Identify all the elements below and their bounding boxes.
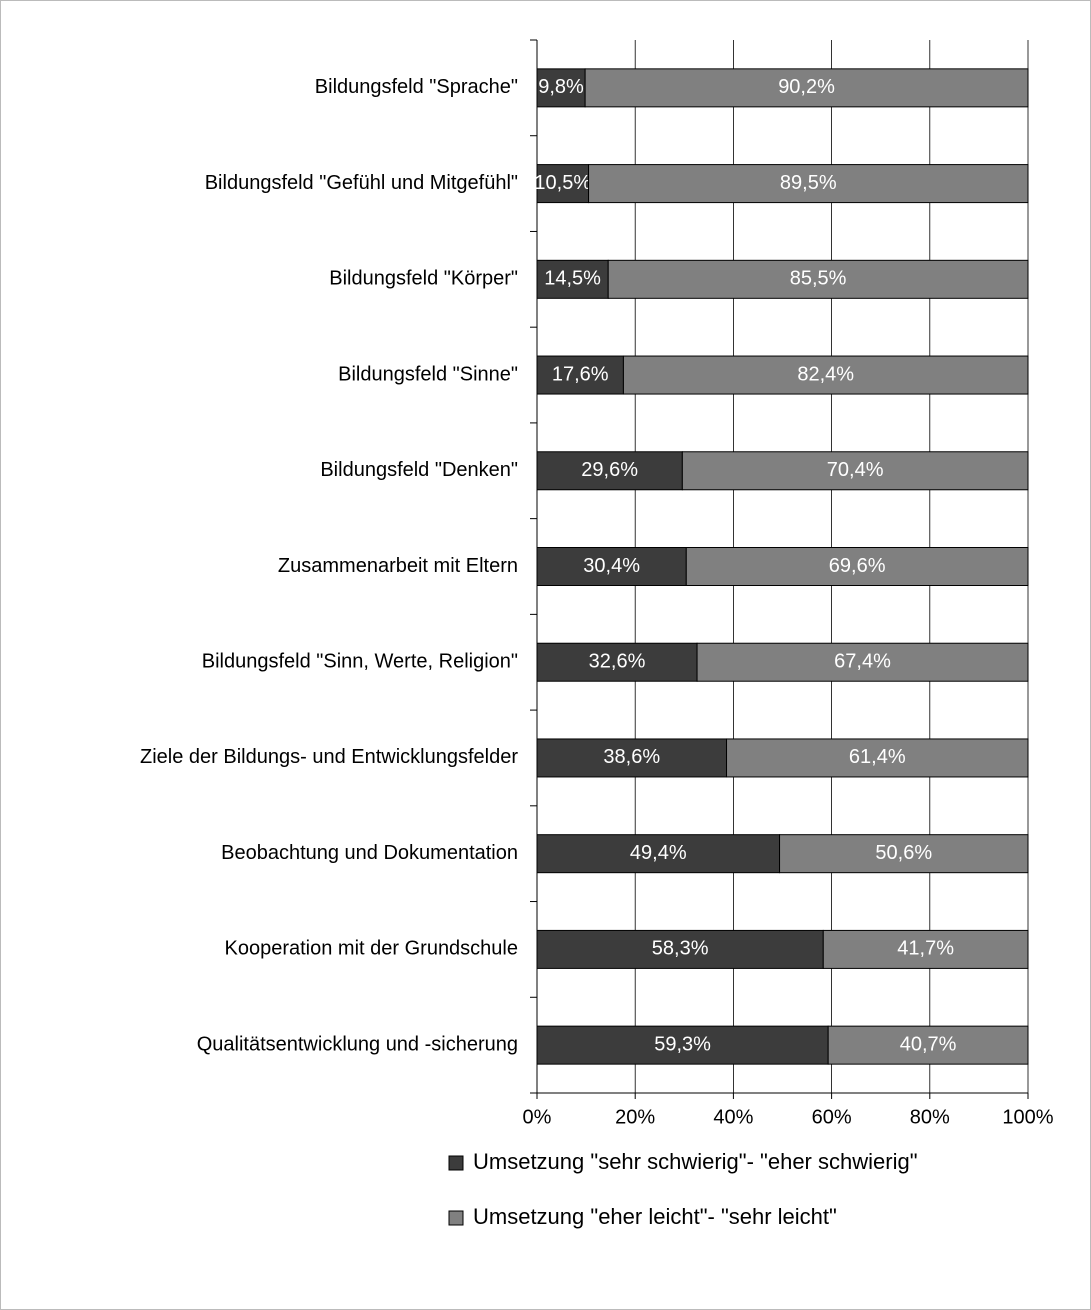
- bar-segment: [584, 68, 1029, 108]
- bar-segment: [827, 1025, 1029, 1065]
- legend-swatch: [448, 1210, 464, 1226]
- bar-value-label: 14,5%: [544, 268, 601, 290]
- legend-swatch: [448, 1155, 464, 1171]
- y-tick-label: Bildungsfeld "Denken": [320, 459, 518, 481]
- bar-value-label: 49,4%: [630, 842, 687, 864]
- y-tick-label: Bildungsfeld "Sinne": [338, 363, 518, 385]
- y-tick-label: Beobachtung und Dokumentation: [221, 842, 518, 864]
- bar-value-label: 30,4%: [583, 555, 640, 577]
- y-tick-label: Ziele der Bildungs- und Entwicklungsfeld…: [140, 746, 518, 768]
- bar-segment: [607, 259, 1029, 299]
- bar-value-label: 58,3%: [652, 938, 709, 960]
- x-tick-label: 80%: [910, 1106, 950, 1128]
- bar-segment: [536, 642, 698, 682]
- legend-label: Umsetzung "sehr schwierig"- "eher schwie…: [473, 1149, 918, 1174]
- bar-value-label: 41,7%: [897, 938, 954, 960]
- x-tick-label: 20%: [615, 1106, 655, 1128]
- bar-segment: [622, 355, 1029, 395]
- bar-segment: [536, 451, 683, 491]
- bar-segment: [536, 68, 586, 108]
- y-tick-label: Bildungsfeld "Sinn, Werte, Religion": [202, 651, 518, 673]
- bar-segment: [588, 164, 1029, 204]
- bar-segment: [726, 738, 1029, 778]
- bar-segment: [681, 451, 1029, 491]
- bar-value-label: 90,2%: [778, 76, 835, 98]
- bar-value-label: 17,6%: [552, 363, 609, 385]
- bar-value-label: 32,6%: [589, 651, 646, 673]
- bar-value-label: 67,4%: [834, 651, 891, 673]
- bar-value-label: 10,5%: [534, 172, 591, 194]
- y-tick-label: Kooperation mit der Grundschule: [225, 938, 519, 960]
- bar-segment: [685, 547, 1029, 586]
- bar-value-label: 9,8%: [538, 76, 584, 98]
- bar-segment: [696, 642, 1029, 682]
- bar-value-label: 69,6%: [829, 555, 886, 577]
- bar-value-label: 59,3%: [654, 1033, 711, 1055]
- y-tick-label: Zusammenarbeit mit Eltern: [278, 555, 518, 577]
- bar-segment: [536, 1025, 829, 1065]
- bar-value-label: 82,4%: [797, 363, 854, 385]
- bar-value-label: 38,6%: [603, 746, 660, 768]
- x-tick-label: 100%: [1002, 1106, 1053, 1128]
- bar-segment: [536, 547, 687, 586]
- bar-value-label: 40,7%: [900, 1033, 957, 1055]
- bar-segment: [536, 259, 609, 299]
- bar-segment: [779, 834, 1029, 874]
- legend-label: Umsetzung "eher leicht"- "sehr leicht": [473, 1204, 837, 1229]
- x-tick-label: 40%: [713, 1106, 753, 1128]
- y-tick-label: Qualitätsentwicklung und -sicherung: [197, 1033, 518, 1055]
- bar-segment: [536, 738, 728, 778]
- bar-value-label: 85,5%: [790, 268, 847, 290]
- bar-value-label: 70,4%: [827, 459, 884, 481]
- bar-value-label: 89,5%: [780, 172, 837, 194]
- bar-value-label: 29,6%: [581, 459, 638, 481]
- y-tick-label: Bildungsfeld "Gefühl und Mitgefühl": [205, 172, 518, 194]
- x-tick-label: 0%: [523, 1106, 552, 1128]
- y-tick-label: Bildungsfeld "Sprache": [315, 76, 518, 98]
- x-tick-label: 60%: [812, 1106, 852, 1128]
- bar-segment: [822, 929, 1029, 969]
- bar-segment: [536, 164, 590, 204]
- bar-segment: [536, 355, 624, 395]
- y-tick-label: Bildungsfeld "Körper": [329, 268, 518, 290]
- bar-value-label: 61,4%: [849, 746, 906, 768]
- bar-value-label: 50,6%: [875, 842, 932, 864]
